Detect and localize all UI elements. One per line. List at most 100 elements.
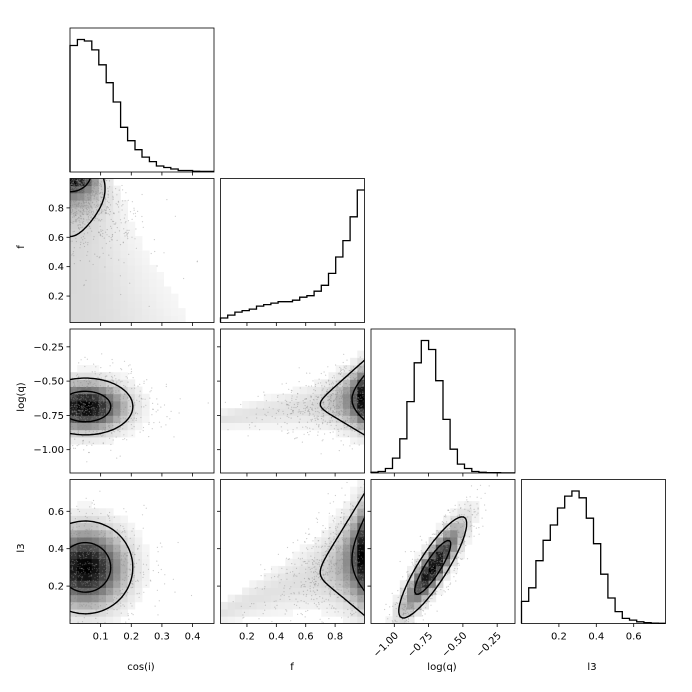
sample-point [419,570,421,572]
sample-point [73,193,75,195]
sample-point [416,588,418,590]
sample-point [309,430,311,432]
sample-point [414,596,416,598]
sample-point [105,566,107,568]
density-cell [134,544,143,552]
density-cell [120,293,128,302]
sample-point [147,555,149,557]
sample-point [436,561,438,563]
sample-point [87,552,89,554]
sample-point [88,193,91,195]
density-cell [77,551,85,560]
sample-point [70,395,72,397]
sample-point [327,549,329,551]
density-cell [220,415,229,423]
sample-point [84,595,86,598]
density-cell [134,386,143,395]
sample-point [469,507,472,509]
sample-point [320,579,322,581]
sample-point [349,370,351,372]
sample-point [98,187,100,189]
sample-point [337,405,340,407]
sample-point [103,560,105,562]
sample-point [289,401,291,404]
sample-point [71,529,73,531]
sample-point [117,201,120,203]
sample-point [87,540,89,542]
sample-point [465,545,467,547]
sample-point [346,556,348,558]
density-cell [278,609,286,617]
sample-point [74,394,76,396]
density-cell [106,580,114,588]
sample-point [343,424,345,426]
density-cell [464,515,473,524]
sample-point [102,555,104,557]
sample-point [76,183,78,185]
sample-point [97,184,99,186]
sample-point [457,529,459,531]
sample-point [354,395,356,397]
density-cell [106,250,114,259]
density-cell [70,185,78,194]
sample-point [405,632,406,633]
sample-point [332,381,334,383]
sample-point [157,403,159,405]
sample-point [99,402,101,404]
sample-point [354,381,356,383]
sample-point [123,605,125,607]
sample-point [362,491,364,493]
sample-point [304,560,306,563]
sample-point [343,402,345,404]
sample-point [72,182,74,184]
sample-point [101,530,103,532]
sample-point [90,412,92,415]
sample-point [407,591,409,593]
sample-point [333,565,335,567]
sample-point [73,183,75,185]
sample-point [82,403,84,405]
sample-point [103,209,105,211]
density-cell [149,315,157,323]
density-cell [443,515,451,524]
sample-point [82,439,84,441]
density-cell [299,551,308,560]
density-cell [299,594,308,603]
sample-point [298,421,300,424]
sample-point [149,397,151,399]
density-cell [84,228,92,237]
sample-point [334,611,336,613]
sample-point [341,617,343,619]
sample-point [80,558,82,560]
sample-point [178,412,180,414]
sample-point [110,218,112,221]
sample-point [80,402,82,404]
sample-point [82,185,84,188]
sample-point [327,548,329,550]
sample-point [79,531,81,534]
density-cell [178,308,186,316]
sample-point [138,396,140,398]
sample-point [308,560,310,562]
sample-point [73,562,75,565]
sample-point [330,417,332,419]
sample-point [349,420,351,422]
sample-point [99,408,101,410]
sample-point [339,388,341,390]
density-cell [113,185,121,194]
sample-point [79,605,81,607]
density-cell [127,264,136,273]
sample-point [125,558,127,560]
sample-point [98,428,100,431]
sample-point [102,232,104,235]
sample-point [332,438,334,440]
density-cell [127,257,136,266]
sample-point [353,395,355,397]
density-cell [256,408,265,416]
sample-point [447,528,449,530]
density-cell [306,558,315,567]
sample-point [426,572,428,574]
density-cell [156,286,164,295]
sample-point [335,608,337,610]
sample-point [88,201,90,203]
